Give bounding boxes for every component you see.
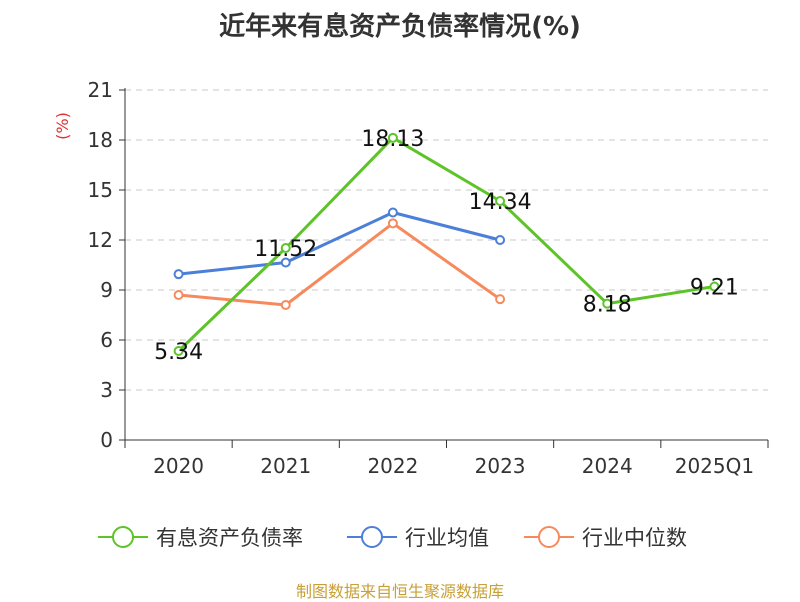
y-tick-label: 6 [100, 328, 113, 352]
series-point [495, 235, 506, 245]
chart-title: 近年来有息资产负债率情况(%) [219, 12, 581, 42]
data-label: 18.13 [361, 127, 424, 152]
series-point [387, 207, 398, 218]
source-note: 制图数据来自恒生聚源数据库 [295, 582, 504, 601]
x-tick-label: 2022 [367, 454, 418, 478]
series-point [173, 269, 184, 280]
series-point [495, 196, 506, 206]
series-line [177, 136, 715, 353]
data-labels: 5.34 11.52 18.13 14.34 8.18 9.21 [154, 127, 739, 365]
series-point [173, 346, 184, 356]
data-label: 11.52 [254, 237, 317, 262]
data-label: 9.21 [690, 276, 739, 301]
legend-label: 有息资产负债率 [156, 526, 303, 550]
series-point [709, 281, 720, 292]
series-lines [173, 132, 720, 356]
legend-marker [538, 526, 560, 548]
series-point [602, 298, 613, 309]
y-tick-label: 3 [100, 378, 113, 402]
series-line [178, 221, 501, 307]
x-tick-label: 2020 [153, 454, 204, 478]
data-label: 14.34 [469, 190, 532, 215]
axes: 0 3 6 9 12 15 18 21 2020 2021 2022 2023 2024 2025Q1 (%… [53, 78, 769, 478]
series-point [280, 300, 291, 310]
y-tick-label: 9 [100, 278, 113, 302]
grid-lines [125, 89, 768, 391]
x-tick-label: 2025Q1 [675, 454, 754, 478]
legend-label: 行业中位数 [582, 526, 687, 550]
legend-label: 行业均值 [405, 526, 489, 550]
series-point [387, 218, 398, 229]
legend: 有息资产负债率 行业均值 行业中位数 [98, 526, 687, 550]
y-tick-label: 15 [88, 178, 113, 202]
series-point [173, 290, 184, 300]
data-label: 5.34 [154, 340, 203, 365]
y-tick-label: 18 [88, 128, 113, 152]
series-point [387, 132, 398, 143]
series-line [178, 211, 501, 276]
series-point [280, 257, 291, 268]
y-tick-label: 12 [88, 228, 113, 252]
series-point [495, 294, 506, 305]
x-tick-label: 2023 [475, 454, 526, 478]
data-label: 8.18 [583, 293, 632, 318]
y-tick-label: 21 [88, 78, 113, 102]
series-point [280, 243, 291, 253]
legend-marker [112, 526, 134, 548]
x-tick-label: 2024 [582, 454, 633, 478]
y-tick-label: 0 [100, 428, 113, 452]
x-tick-label: 2021 [260, 454, 311, 478]
y-axis-label: (%) [53, 112, 72, 140]
legend-marker [361, 526, 383, 548]
